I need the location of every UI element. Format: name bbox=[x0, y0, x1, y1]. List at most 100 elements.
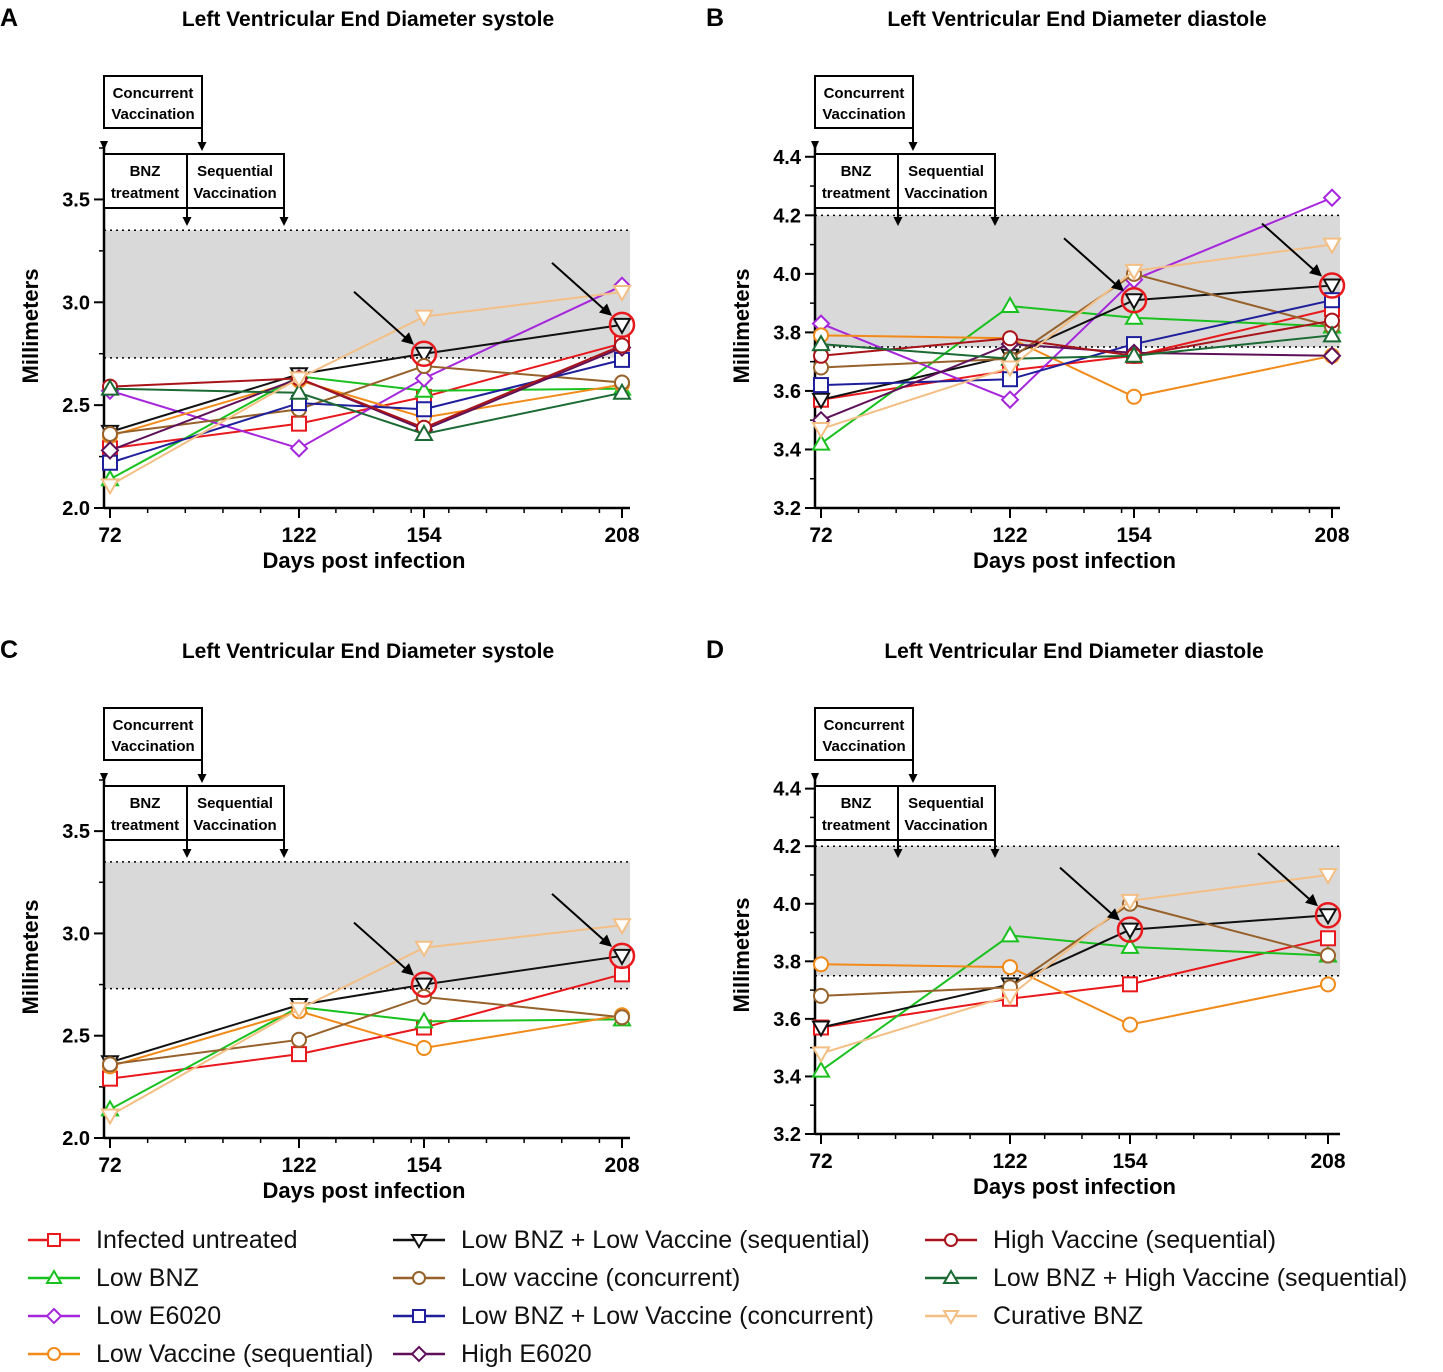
arrowhead bbox=[990, 849, 1000, 858]
triangle-down-marker bbox=[1000, 988, 1020, 1006]
triangle-down-marker bbox=[414, 346, 434, 364]
chart-title: Left Ventricular End Diameter diastole bbox=[887, 8, 1266, 31]
arrowhead bbox=[279, 849, 289, 858]
x-tick-label: 72 bbox=[98, 524, 121, 547]
legend-swatch bbox=[925, 1233, 977, 1247]
circle-marker bbox=[291, 1031, 307, 1048]
series-line bbox=[820, 284, 1333, 401]
square-marker bbox=[291, 415, 307, 432]
legend-label: Low BNZ bbox=[96, 1263, 199, 1292]
series-cbnz bbox=[100, 918, 632, 1126]
concurrent-label: Vaccination bbox=[822, 106, 905, 123]
sequential-vaccination-box bbox=[186, 785, 285, 841]
triangle-marker bbox=[811, 334, 831, 352]
x-tick-label: 72 bbox=[809, 524, 832, 547]
legend-label: Low BNZ + Low Vaccine (concurrent) bbox=[461, 1301, 874, 1330]
triangle-down-marker bbox=[942, 1310, 960, 1325]
y-tick-label: 3.2 bbox=[773, 498, 801, 520]
circle-marker bbox=[1126, 388, 1142, 405]
arrowhead bbox=[1309, 264, 1322, 277]
y-tick-label: 3.4 bbox=[773, 1066, 802, 1088]
series-cbnz bbox=[100, 285, 632, 496]
legend-swatch bbox=[28, 1269, 80, 1284]
y-axis-label: Millimeters bbox=[729, 898, 754, 1013]
legend-label: Curative BNZ bbox=[993, 1301, 1144, 1330]
legend: Infected untreated Low BNZ Low E6020 Low… bbox=[0, 1222, 1443, 1370]
diamond-marker bbox=[1322, 188, 1342, 208]
sequential-label: Vaccination bbox=[904, 817, 987, 834]
triangle-down-marker bbox=[811, 421, 831, 439]
series-line bbox=[820, 934, 1329, 1072]
triangle-down-marker bbox=[1000, 360, 1020, 378]
treatment-annotations: Concurrent Vaccination BNZ treatment Sequent… bbox=[811, 707, 1000, 858]
triangle-down-marker bbox=[410, 1234, 428, 1249]
concurrent-label: Concurrent bbox=[113, 717, 194, 734]
y-tick-label: 4.0 bbox=[773, 264, 801, 286]
legend-item: Infected untreated bbox=[28, 1222, 298, 1258]
series-lvc bbox=[813, 895, 1336, 1004]
triangle-down-marker bbox=[289, 1002, 309, 1020]
square-marker bbox=[291, 1046, 307, 1063]
triangle-down-marker bbox=[612, 918, 632, 936]
legend-item: Low BNZ + Low Vaccine (concurrent) bbox=[393, 1298, 874, 1334]
series-cbnz bbox=[811, 237, 1342, 439]
triangle-marker bbox=[1322, 325, 1342, 343]
triangle-marker bbox=[811, 433, 831, 451]
x-tick-label: 154 bbox=[406, 524, 441, 547]
series-line bbox=[820, 963, 1329, 1026]
diamond-marker bbox=[100, 440, 120, 460]
concurrent-label: Concurrent bbox=[824, 717, 905, 734]
arrowhead bbox=[182, 849, 192, 858]
y-tick-label: 3.0 bbox=[62, 292, 90, 314]
highlight-arrow bbox=[551, 893, 609, 945]
highlight-arrow bbox=[1257, 852, 1315, 905]
chart-panel-d: D Left Ventricular End Diameter diastole 3… bbox=[706, 636, 1346, 1199]
legend-label: Low E6020 bbox=[96, 1301, 222, 1330]
diamond-marker bbox=[289, 438, 309, 458]
highlight-arrow bbox=[1261, 222, 1319, 275]
diamond-marker bbox=[414, 368, 434, 388]
triangle-marker bbox=[1124, 345, 1144, 363]
bnz-treatment-box bbox=[103, 785, 188, 841]
highlight-circle bbox=[608, 311, 636, 339]
arrowhead bbox=[197, 142, 207, 151]
legend-item: Low BNZ bbox=[28, 1260, 199, 1296]
arrowhead bbox=[1107, 908, 1120, 921]
y-tick-label: 3.2 bbox=[773, 1124, 801, 1146]
legend-item: Low BNZ + High Vaccine (sequential) bbox=[925, 1260, 1407, 1296]
series-line bbox=[820, 308, 1333, 401]
bnz-treatment-box bbox=[814, 153, 899, 209]
highlight-circle bbox=[608, 942, 636, 970]
x-tick-label: 208 bbox=[1310, 1150, 1345, 1173]
sequential-label: Vaccination bbox=[904, 185, 987, 202]
x-tick-label: 208 bbox=[604, 524, 639, 547]
highlight-circle bbox=[1120, 286, 1148, 314]
x-tick-label: 122 bbox=[992, 1150, 1027, 1173]
highlight-arrow bbox=[353, 290, 411, 343]
figure: A Left Ventricular End Diameter systole 2.… bbox=[0, 4, 1350, 1203]
panel-letter: C bbox=[0, 636, 18, 664]
y-tick-label: 3.5 bbox=[62, 189, 90, 211]
concurrent-vaccination-box bbox=[814, 75, 914, 129]
circle-marker bbox=[813, 987, 829, 1004]
y-axis-label: Millimeters bbox=[18, 900, 43, 1015]
sequential-label: Vaccination bbox=[193, 185, 276, 202]
series-line bbox=[820, 937, 1329, 1029]
legend-swatch bbox=[28, 1307, 80, 1325]
circle-marker bbox=[412, 1271, 426, 1285]
series-line bbox=[820, 272, 1333, 369]
sequential-vaccination-box bbox=[186, 153, 285, 209]
bnz-label: treatment bbox=[111, 185, 179, 202]
concurrent-label: Vaccination bbox=[111, 738, 194, 755]
legend-swatch bbox=[393, 1234, 445, 1249]
chart-title: Left Ventricular End Diameter systole bbox=[182, 8, 554, 31]
series-lvs bbox=[813, 956, 1336, 1033]
diamond-marker bbox=[410, 1345, 428, 1363]
legend-item: Low BNZ + Low Vaccine (sequential) bbox=[393, 1222, 870, 1258]
x-tick-label: 122 bbox=[281, 1154, 316, 1177]
triangle-marker bbox=[942, 1269, 960, 1284]
chart-panel-c: C Left Ventricular End Diameter systole 2.… bbox=[0, 636, 640, 1203]
arrowhead bbox=[100, 141, 108, 150]
bnz-label: treatment bbox=[111, 817, 179, 834]
x-tick-label: 72 bbox=[809, 1150, 832, 1173]
